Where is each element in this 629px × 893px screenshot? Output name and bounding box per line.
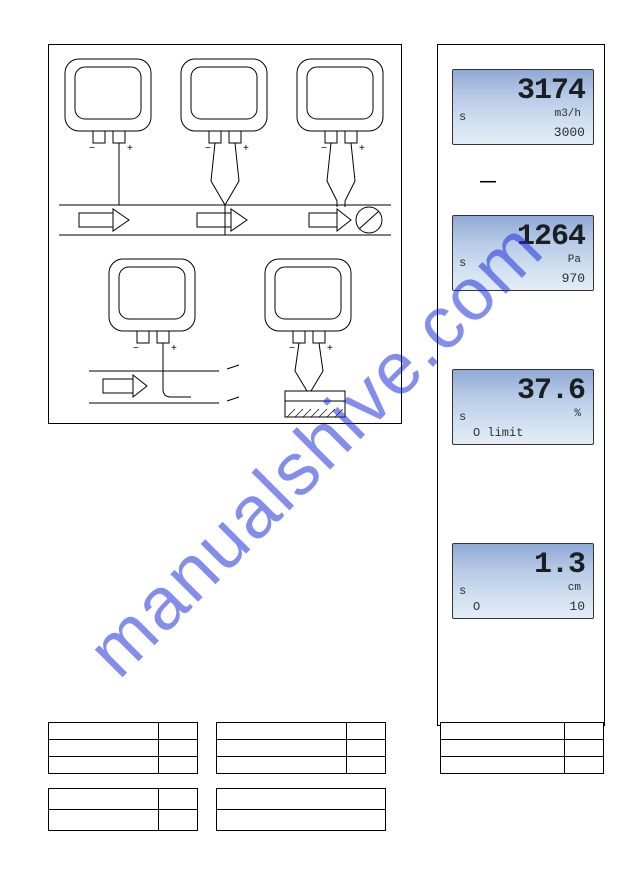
lcd-4: s 1.3 cm O 10 (452, 543, 594, 619)
sensor-1: − + (65, 59, 151, 205)
lcd-1-s: s (459, 110, 466, 124)
flow-arrow-2 (197, 209, 247, 231)
svg-text:−: − (289, 343, 295, 354)
lcd-2-unit: Pa (568, 254, 581, 266)
table-3 (440, 722, 604, 774)
flow-arrow-1 (79, 209, 129, 231)
lcd-4-unit: cm (568, 582, 581, 594)
lcd-4-sublabel: O (473, 600, 480, 614)
table-5 (216, 788, 386, 831)
devices-diagram-box: − + − + − + (48, 44, 402, 424)
sensor-2: − + (181, 59, 267, 235)
page: manualshive.com (0, 0, 629, 893)
svg-text:−: − (133, 343, 139, 354)
lcd-2-sub: 970 (562, 271, 585, 286)
svg-text:+: + (327, 343, 333, 354)
table-4 (48, 788, 198, 831)
sensor-4-pitot: − + (89, 259, 239, 403)
lcd-3-value: 37.6 (517, 374, 585, 408)
sensor-5-level: − + (265, 259, 351, 417)
lcd-4-s: s (459, 584, 466, 598)
svg-text:−: − (321, 143, 327, 154)
sensor-3: − + (297, 59, 383, 207)
lcd-2-value: 1264 (517, 220, 585, 254)
table-1 (48, 722, 198, 774)
flow-arrow-3 (309, 207, 382, 233)
lcd-4-sub: 10 (569, 599, 585, 614)
dash-1: — (480, 173, 496, 191)
lcd-4-value: 1.3 (534, 548, 585, 582)
svg-text:+: + (359, 143, 365, 154)
lcd-1-value: 3174 (517, 74, 585, 108)
svg-text:−: − (205, 143, 211, 154)
lcd-3: s 37.6 % O limit (452, 369, 594, 445)
svg-text:−: − (89, 143, 95, 154)
lcd-1: s 3174 m3/h 3000 (452, 69, 594, 145)
lcd-2: s 1264 Pa 970 (452, 215, 594, 291)
devices-svg: − + − + − + (49, 45, 401, 423)
lcd-1-unit: m3/h (555, 108, 581, 120)
svg-text:+: + (243, 143, 249, 154)
svg-text:+: + (127, 143, 133, 154)
lcd-3-s: s (459, 410, 466, 424)
lcd-3-unit: % (574, 408, 581, 420)
svg-text:+: + (171, 343, 177, 354)
table-2 (216, 722, 386, 774)
lcd-3-sublabel: O limit (473, 426, 523, 440)
lcd-2-s: s (459, 256, 466, 270)
lcd-1-sub: 3000 (554, 125, 585, 140)
lcd-column: s 3174 m3/h 3000 — s 1264 Pa 970 s 37.6 … (437, 44, 605, 726)
